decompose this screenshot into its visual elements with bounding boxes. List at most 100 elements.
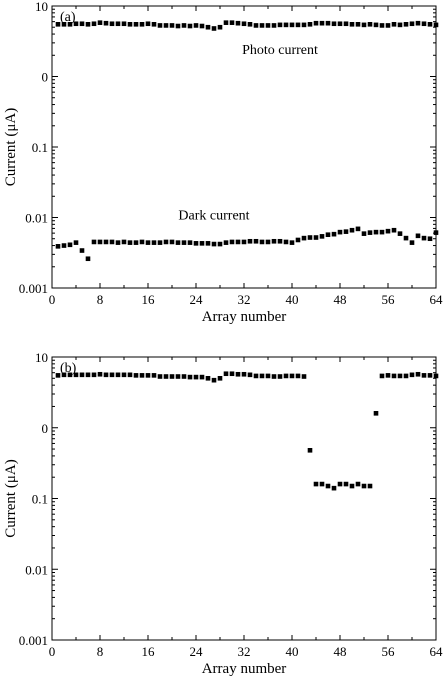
data-point [139, 373, 145, 378]
data-point [163, 23, 169, 28]
x-tick-label: 8 [97, 644, 104, 659]
data-point [229, 239, 235, 245]
data-point [223, 371, 229, 377]
data-point [421, 373, 427, 378]
data-point [409, 372, 415, 378]
data-point [403, 373, 409, 379]
data-point [187, 374, 193, 380]
data-point [127, 372, 133, 378]
data-point [271, 374, 277, 379]
data-point [367, 230, 373, 235]
y-tick-label: 0 [42, 70, 49, 85]
data-point [259, 239, 265, 245]
data-point [85, 256, 91, 262]
data-point [67, 242, 73, 248]
y-axis-label: Current (μA) [3, 459, 19, 537]
data-point [91, 21, 97, 27]
data-point [427, 373, 433, 378]
data-point [355, 226, 361, 232]
data-point [337, 229, 343, 235]
data-point [409, 240, 415, 245]
data-point [337, 21, 343, 27]
data-point [295, 22, 301, 28]
y-tick-label: 0.01 [25, 211, 48, 226]
x-tick-label: 64 [430, 644, 444, 659]
data-point [379, 229, 385, 235]
x-tick-label: 40 [286, 292, 299, 307]
data-point [157, 374, 163, 379]
data-point [151, 373, 157, 378]
data-point [409, 21, 415, 27]
data-point [433, 230, 439, 235]
data-point [253, 238, 259, 244]
x-tick-label: 24 [190, 292, 204, 307]
data-point [121, 372, 127, 378]
data-point [211, 241, 217, 247]
data-point [67, 22, 73, 27]
data-point [247, 238, 253, 244]
data-point [433, 22, 439, 28]
y-tick-label: 0.1 [32, 492, 48, 507]
data-point [385, 228, 391, 234]
y-tick-label: 0.1 [32, 140, 48, 155]
data-point [235, 239, 241, 245]
data-point [241, 239, 247, 245]
data-point [415, 233, 421, 239]
data-point [55, 373, 61, 378]
data-point [73, 372, 79, 378]
y-tick-label: 0.001 [19, 633, 48, 648]
data-point [337, 481, 343, 487]
data-point [325, 232, 331, 238]
data-point [319, 234, 325, 239]
data-point [403, 22, 409, 27]
data-point [301, 374, 307, 379]
data-point [193, 23, 199, 28]
data-point [85, 372, 91, 378]
data-point [223, 240, 229, 245]
data-point [331, 231, 337, 237]
data-point [259, 373, 265, 379]
data-point [217, 375, 223, 381]
data-point [313, 235, 319, 240]
data-point [199, 23, 205, 29]
data-point [265, 239, 271, 245]
data-point [133, 240, 139, 245]
data-point [223, 20, 229, 25]
data-point [73, 21, 79, 27]
data-point [127, 22, 133, 27]
x-tick-label: 64 [430, 292, 444, 307]
data-point [55, 22, 61, 27]
x-tick-label: 48 [334, 644, 347, 659]
data-point [145, 240, 151, 245]
data-point [115, 21, 121, 27]
data-point [217, 24, 223, 30]
data-point [343, 481, 349, 487]
data-point [295, 237, 301, 243]
data-point [247, 372, 253, 378]
data-point [373, 411, 379, 416]
series-0 [55, 20, 439, 31]
x-tick-label: 40 [286, 644, 299, 659]
x-tick-label: 0 [49, 644, 56, 659]
y-tick-label: 10 [35, 350, 48, 365]
data-point [277, 374, 283, 379]
data-point [199, 374, 205, 380]
data-point [103, 239, 109, 245]
annotation: Dark current [178, 209, 249, 224]
data-point [199, 241, 205, 246]
y-axis-label: Current (μA) [3, 108, 19, 186]
data-point [385, 23, 391, 28]
data-point [343, 229, 349, 234]
data-point [247, 22, 253, 27]
data-point [79, 372, 85, 378]
x-tick-label: 16 [142, 292, 156, 307]
data-point [283, 239, 289, 245]
data-point [151, 22, 157, 27]
plot-frame [51, 356, 437, 641]
data-point [373, 22, 379, 28]
data-point [367, 22, 373, 27]
data-point [115, 240, 121, 245]
data-point [55, 244, 61, 249]
data-point [241, 371, 247, 377]
data-point [313, 481, 319, 487]
